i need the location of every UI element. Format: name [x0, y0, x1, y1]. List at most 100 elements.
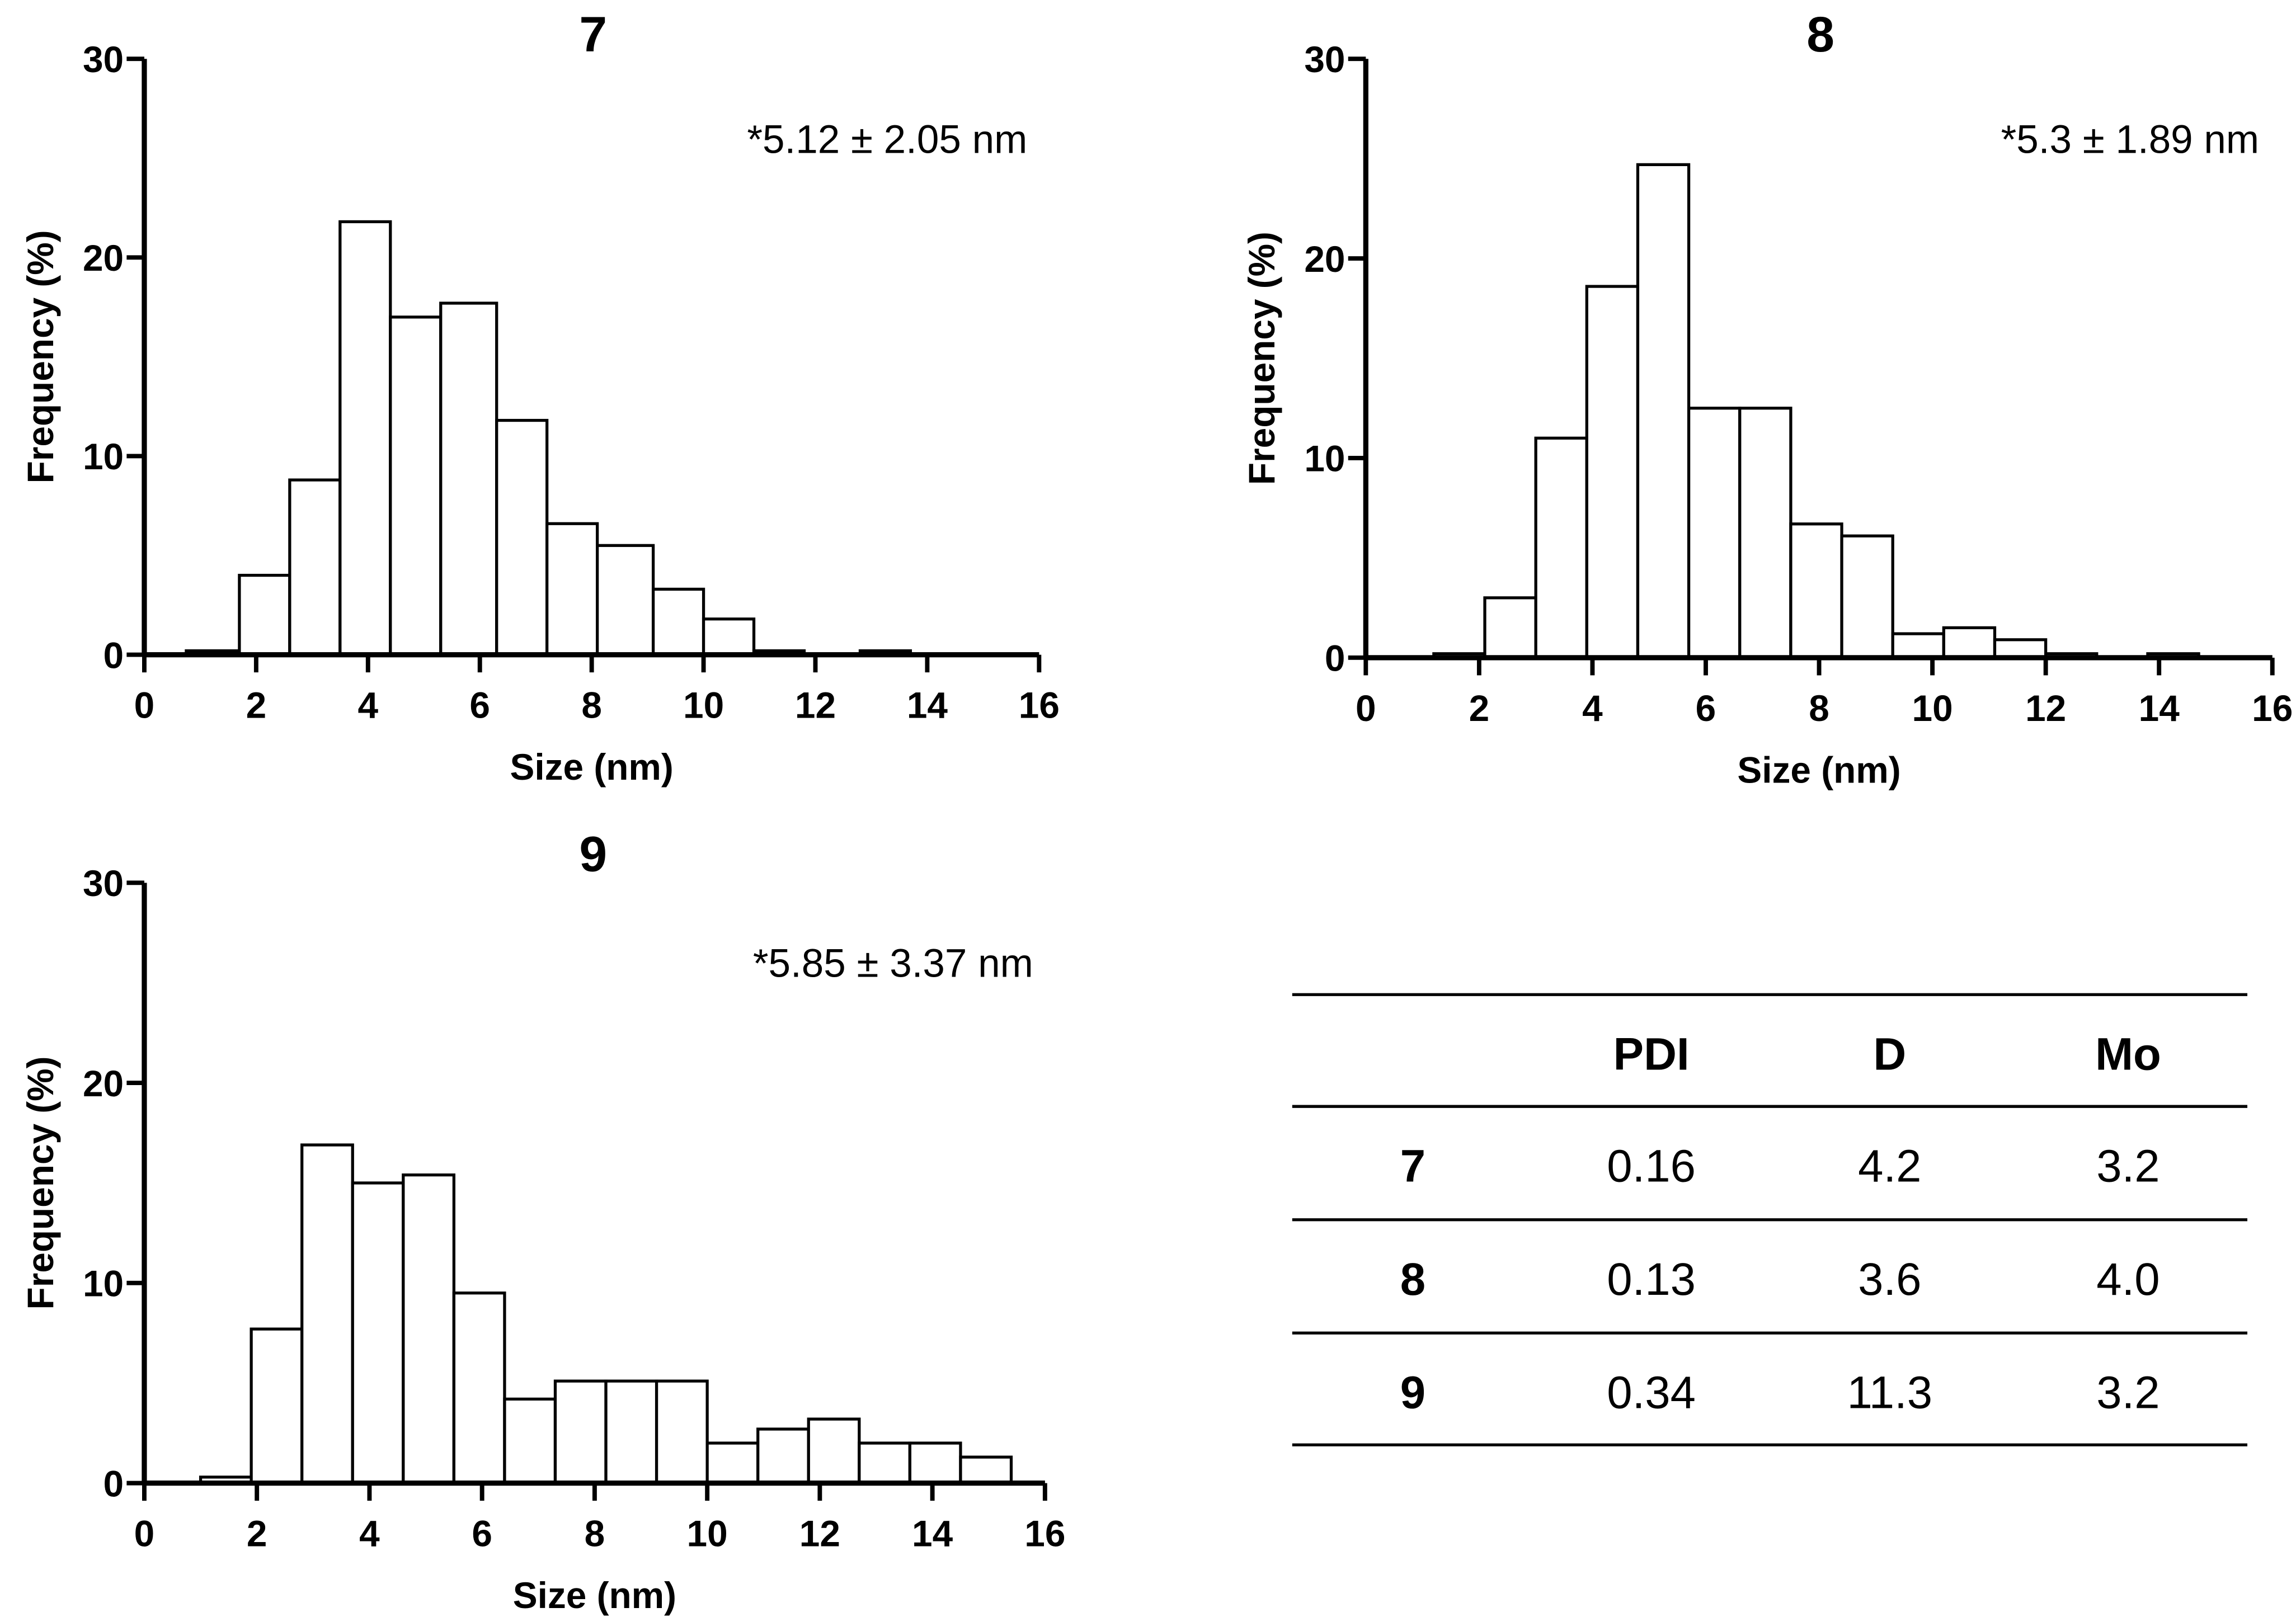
x-tick-label: 10	[683, 685, 724, 726]
table-header: D	[1873, 1029, 1906, 1079]
y-tick-label: 20	[83, 1063, 124, 1104]
x-tick-label: 4	[1582, 687, 1603, 729]
histogram-bar	[238, 573, 291, 657]
histogram-bar	[959, 1455, 1013, 1485]
x-tick-label: 2	[1469, 687, 1490, 729]
y-axis-label: Frequency (%)	[1241, 232, 1282, 485]
histogram-bar	[908, 1441, 962, 1485]
histogram-bar	[1840, 534, 1894, 659]
mean-size-annotation: *5.3 ± 1.89 nm	[2001, 118, 2259, 162]
histogram-bar	[250, 1327, 304, 1485]
histogram-bar	[1993, 638, 2048, 659]
histogram-bar	[1891, 632, 1945, 659]
histogram-bar	[651, 587, 705, 657]
x-tick-label: 8	[581, 685, 602, 726]
table-cell: 0.13	[1607, 1254, 1696, 1305]
x-tick-label: 10	[687, 1513, 728, 1554]
x-tick-label: 14	[907, 685, 948, 726]
table-cell: 11.3	[1847, 1367, 1932, 1418]
x-tick-label: 16	[1019, 685, 1060, 726]
x-tick-label: 12	[799, 1513, 840, 1554]
x-tick-label: 0	[1356, 687, 1376, 729]
row-label: 7	[1400, 1140, 1425, 1191]
histogram-bar	[807, 1417, 861, 1485]
histogram-bar	[288, 478, 342, 657]
histogram-bar	[596, 544, 655, 657]
y-tick-label: 30	[83, 862, 124, 904]
x-axis-label: Size (nm)	[513, 1574, 676, 1616]
histogram-9: 0 2 4 6 8 10 12 14 16 0 10 20 30 9 *5.85 ± 3.37 nm Size…	[20, 826, 1066, 1616]
summary-table: PDI D Mo 7 0.16 4.2 3.2 8 0.13 3.6 4.0 9 0.34 11.3 3.2	[1292, 993, 2248, 1446]
x-tick-label: 2	[247, 1513, 267, 1554]
table-header: PDI	[1613, 1029, 1690, 1079]
histogram-bar	[604, 1379, 658, 1485]
chart-title: 9	[579, 826, 607, 881]
y-tick-label: 10	[83, 436, 124, 477]
y-tick-label: 20	[1304, 238, 1345, 280]
histogram-bar	[452, 1291, 506, 1485]
table-cell: 3.2	[2096, 1140, 2159, 1191]
x-tick-label: 4	[359, 1513, 380, 1554]
histogram-bar	[655, 1379, 709, 1485]
x-tick-label: 0	[134, 685, 155, 726]
row-label: 9	[1400, 1367, 1425, 1418]
y-tick-label: 30	[1304, 39, 1345, 80]
histogram-bar	[495, 418, 549, 657]
chart-title: 8	[1806, 6, 1834, 62]
y-axis-label: Frequency (%)	[20, 1056, 61, 1309]
y-tick-label: 20	[83, 237, 124, 279]
table-row: 7 0.16 4.2 3.2	[1400, 1140, 2160, 1191]
y-tick-label: 10	[1304, 438, 1345, 479]
table-cell: 0.34	[1607, 1367, 1696, 1418]
x-tick-label: 14	[912, 1513, 953, 1554]
x-tick-label: 12	[2025, 687, 2066, 729]
table-row: 8 0.13 3.6 4.0	[1400, 1254, 2160, 1305]
x-tick-label: 14	[2139, 687, 2180, 729]
histogram-bar	[702, 617, 756, 657]
x-tick-label: 6	[1696, 687, 1716, 729]
table-cell: 3.2	[2096, 1367, 2159, 1418]
histogram-bar	[1636, 163, 1691, 659]
x-axis-label: Size (nm)	[1737, 749, 1900, 790]
x-tick-label: 0	[134, 1513, 155, 1554]
x-axis-label: Size (nm)	[510, 746, 674, 788]
histogram-bar	[1534, 436, 1588, 659]
mean-size-annotation: *5.12 ± 2.05 nm	[747, 118, 1027, 162]
histogram-bar	[389, 315, 443, 657]
histogram-bar	[553, 1379, 608, 1485]
histogram-bar	[545, 522, 599, 657]
row-label: 8	[1400, 1254, 1425, 1305]
x-tick-label: 12	[795, 685, 836, 726]
histogram-8: 0 2 4 6 8 10 12 14 16 0 10 20 30 8 *5.3 ± 1.89 nm Size …	[1241, 6, 2293, 790]
x-tick-label: 2	[246, 685, 267, 726]
x-tick-label: 16	[1024, 1513, 1065, 1554]
table-row: 9 0.34 11.3 3.2	[1400, 1367, 2160, 1418]
x-tick-label: 6	[469, 685, 490, 726]
histogram-bar	[1585, 285, 1640, 659]
histogram-bar	[338, 220, 392, 657]
histogram-bar	[705, 1441, 760, 1485]
x-tick-label: 8	[1809, 687, 1829, 729]
y-tick-label: 0	[103, 1463, 124, 1504]
mean-size-annotation: *5.85 ± 3.37 nm	[753, 942, 1033, 986]
table-header: Mo	[2095, 1029, 2161, 1079]
histogram-7: 0 2 4 6 8 10 12 14 16 0 10 20 30 7 *5.12 ± 2.05 nm Size…	[20, 6, 1060, 788]
histogram-bar	[1687, 407, 1742, 659]
x-tick-label: 6	[472, 1513, 492, 1554]
histogram-bar	[858, 1441, 912, 1485]
histogram-bar	[503, 1397, 557, 1485]
x-tick-label: 4	[358, 685, 379, 726]
histogram-bar	[756, 1427, 810, 1485]
x-tick-label: 8	[585, 1513, 605, 1554]
table-cell: 4.0	[2096, 1254, 2159, 1305]
chart-title: 7	[579, 6, 607, 62]
y-tick-label: 0	[1325, 638, 1345, 679]
y-axis-label: Frequency (%)	[20, 230, 61, 483]
table-cell: 3.6	[1858, 1254, 1921, 1305]
y-tick-label: 30	[83, 39, 124, 80]
table-cell: 0.16	[1607, 1140, 1696, 1191]
x-tick-label: 10	[1912, 687, 1953, 729]
histogram-bar	[439, 301, 498, 657]
y-tick-label: 0	[103, 634, 124, 676]
